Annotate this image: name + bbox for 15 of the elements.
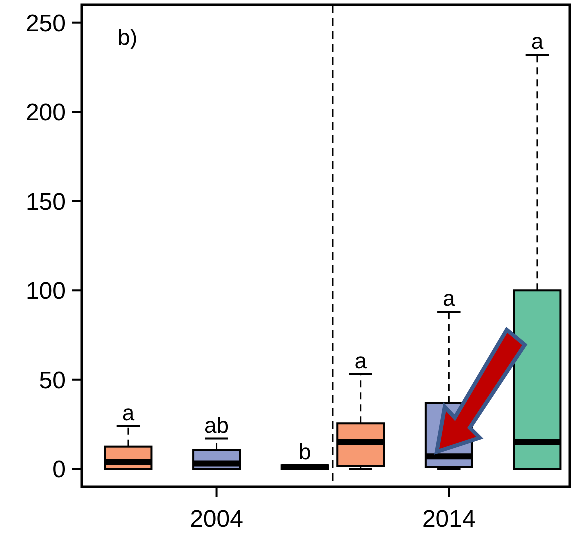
x-tick-label: 2004 <box>190 506 244 533</box>
y-tick-label: 100 <box>26 278 66 306</box>
annotation: b) <box>118 25 138 50</box>
x-tick-label: 2014 <box>422 506 476 533</box>
y-tick-label: 200 <box>26 100 66 127</box>
y-tick-label: 0 <box>52 456 66 484</box>
annotation: a <box>122 400 136 426</box>
y-tick-label: 50 <box>39 367 66 394</box>
y-tick-label: 250 <box>26 10 66 38</box>
y-tick-label: 150 <box>26 188 66 216</box>
annotation: b <box>298 440 312 465</box>
annotation: a <box>531 28 544 54</box>
annotation: a <box>443 286 456 312</box>
annotation: a <box>354 348 368 374</box>
annotation: ab <box>204 412 230 438</box>
